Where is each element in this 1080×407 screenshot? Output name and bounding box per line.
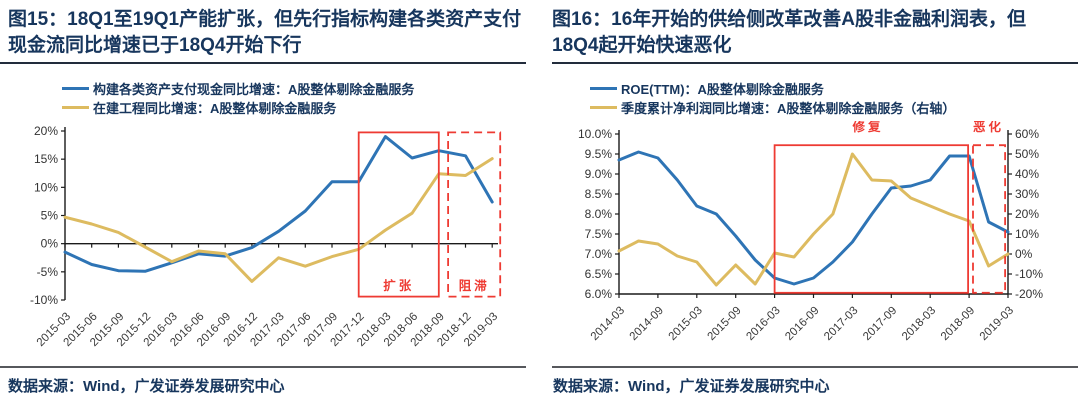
y-axis-tick-label: 5% <box>41 209 59 223</box>
legend-item: ROE(TTM)：A股整体剔除金融服务 <box>590 79 1080 98</box>
y-axis-tick-label: 7.5% <box>585 227 613 241</box>
data-series-line <box>617 152 1010 287</box>
y-axis-tick-label: 10.0% <box>578 127 612 141</box>
title-divider <box>0 62 526 64</box>
figure-16-title: 图16：16年开始的供给侧改革改善A股非金融利润表，但18Q4起开始快速恶化 <box>552 9 1026 56</box>
legend-item: 季度累计净利润同比增速：A股整体剔除金融服务（右轴） <box>590 98 1080 117</box>
x-axis-tick-label: 2014-03 <box>589 305 627 343</box>
data-series-line <box>63 135 494 273</box>
legend-label: 在建工程同比增速：A股整体剔除金融服务 <box>93 101 337 116</box>
y-axis-tick-label: 20% <box>34 124 58 138</box>
source-text: 数据来源：Wind，广发证券发展研究中心 <box>8 378 285 395</box>
data-series-line <box>617 150 1010 286</box>
y-axis-tick-label: 6.5% <box>585 267 613 281</box>
legend-swatch <box>590 87 617 90</box>
y-axis-tick-label: -10% <box>30 293 58 307</box>
x-axis-tick-label: 2018-03 <box>900 305 938 343</box>
annotation-label: 扩张 <box>383 278 414 293</box>
legend-label: 构建各类资产支付现金同比增速：A股整体剔除金融服务 <box>93 82 415 97</box>
y-axis-tick-label: 7.0% <box>585 247 613 261</box>
x-axis-tick-label: 2018-09 <box>939 305 977 343</box>
legend: ROE(TTM)：A股整体剔除金融服务季度累计净利润同比增速：A股整体剔除金融服… <box>590 79 1080 117</box>
bottom-divider <box>552 366 1078 368</box>
annotation-box-dashed <box>972 144 1006 294</box>
data-series-line <box>63 157 494 283</box>
legend-swatch <box>590 106 617 109</box>
annotation-box-solid <box>357 131 440 298</box>
y-axis-tick-label: 8.5% <box>585 187 613 201</box>
legend-label: 季度累计净利润同比增速：A股整体剔除金融服务（右轴） <box>621 101 956 116</box>
y-axis-tick-label: 10% <box>1015 227 1039 241</box>
y-axis-tick-label: -5% <box>37 265 59 279</box>
annotation-label: 阻滞 <box>459 278 490 293</box>
line-chart-capex: 20%15%10%5%0%-5%-10%2015-032015-062015-0… <box>30 124 502 349</box>
x-axis-tick-label: 2017-09 <box>861 305 899 343</box>
y-axis-tick-label: 10% <box>34 180 58 194</box>
legend-item: 在建工程同比增速：A股整体剔除金融服务 <box>62 98 540 117</box>
y-axis-tick-label: 0% <box>1015 247 1033 261</box>
legend-item: 构建各类资产支付现金同比增速：A股整体剔除金融服务 <box>62 79 540 98</box>
y-axis-tick-label: 30% <box>1015 187 1039 201</box>
y-axis-tick-label: 60% <box>1015 127 1039 141</box>
x-axis-tick-label: 2019-03 <box>978 305 1016 343</box>
figure-16-column: 图16：16年开始的供给侧改革改善A股非金融利润表，但18Q4起开始快速恶化 R… <box>540 0 1080 407</box>
annotation-label: 恶化 <box>973 121 1004 134</box>
figure-15-column: 图15：18Q1至19Q1产能扩张，但先行指标构建各类资产支付现金流同比增速已于… <box>0 9 540 395</box>
line-chart-roe-profit: 10.0% 9.5% 9.0% 8.5% 8.0% 7.5% 7.0% 6.5% 6.0% 60%… <box>578 121 1043 343</box>
y-axis-tick-label: 20% <box>1015 207 1039 221</box>
y-axis-tick-label: 8.0% <box>585 207 613 221</box>
y-axis-tick-label: -10% <box>1015 267 1043 281</box>
annotation-box-dashed <box>447 131 502 298</box>
x-axis-tick-label: 2017-03 <box>822 305 860 343</box>
y-axis-tick-label: 50% <box>1015 147 1039 161</box>
legend-swatch <box>62 106 89 109</box>
title-divider <box>552 62 1078 64</box>
y-axis-tick-label: 40% <box>1015 167 1039 181</box>
y-axis-tick-label: 15% <box>34 152 58 166</box>
y-axis-tick-label: 0% <box>41 237 59 251</box>
y-axis-tick-label: 9.5% <box>585 147 613 161</box>
annotation-box-solid <box>773 144 970 294</box>
x-axis-tick-label: 2016-03 <box>744 305 782 343</box>
x-axis-tick-label: 2015-03 <box>667 305 705 343</box>
y-axis-tick-label: 6.0% <box>585 287 613 301</box>
x-axis-tick-label: 2015-09 <box>705 305 743 343</box>
annotation-label: 修复 <box>851 121 883 134</box>
figure-15-title: 图15：18Q1至19Q1产能扩张，但先行指标构建各类资产支付现金流同比增速已于… <box>8 9 522 56</box>
source-text: 数据来源：Wind，广发证券发展研究中心 <box>553 378 830 395</box>
y-axis-tick-label: 9.0% <box>585 167 613 181</box>
y-axis-tick-label: -20% <box>1015 287 1043 301</box>
x-axis-tick-label: 2014-09 <box>628 305 666 343</box>
x-axis-tick-label: 2016-09 <box>783 305 821 343</box>
legend-label: ROE(TTM)：A股整体剔除金融服务 <box>621 82 824 97</box>
bottom-divider <box>0 366 526 368</box>
legend-swatch <box>62 87 89 90</box>
legend: 构建各类资产支付现金同比增速：A股整体剔除金融服务 在建工程同比增速：A股整体剔除… <box>62 79 540 117</box>
